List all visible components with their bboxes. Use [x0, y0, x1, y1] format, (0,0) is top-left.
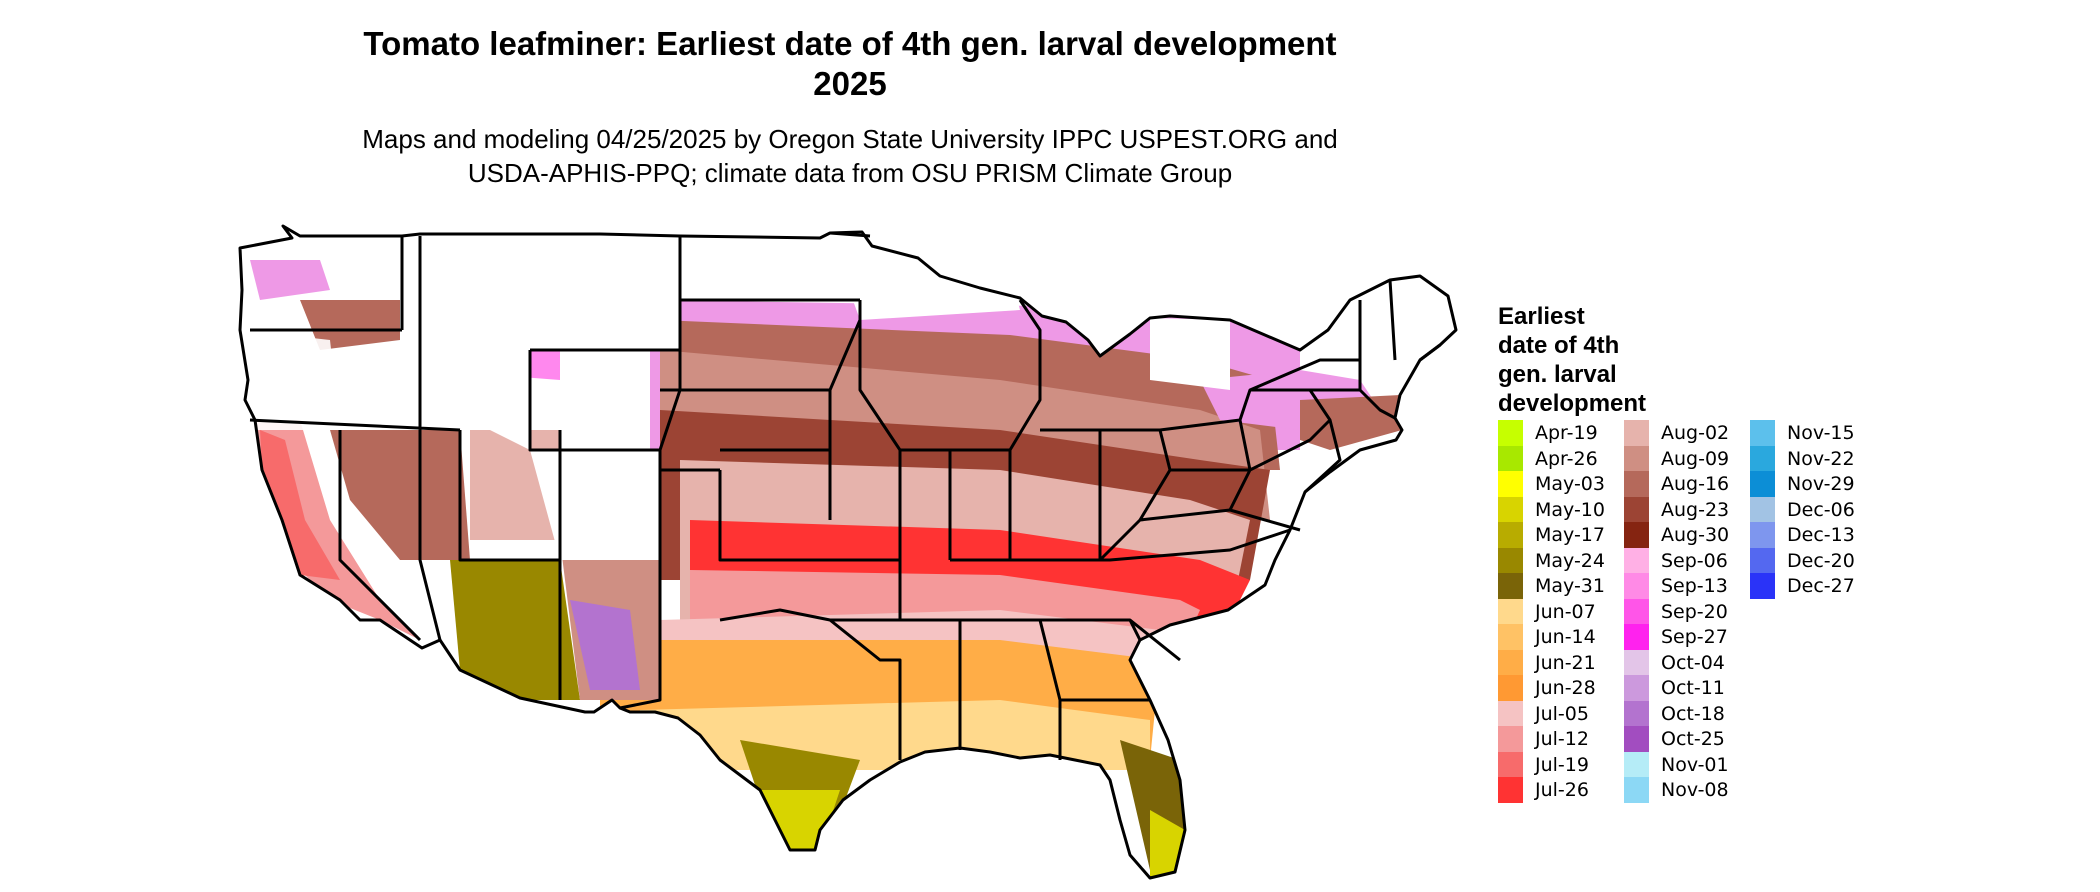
legend-swatch: [1498, 777, 1523, 803]
legend-label: Aug-16: [1661, 473, 1730, 495]
legend-swatch: [1624, 726, 1649, 752]
legend-label: Jul-05: [1535, 702, 1589, 725]
legend-swatch: [1750, 496, 1775, 522]
legend-label: Nov-01: [1661, 753, 1729, 776]
legend-swatch: [1624, 649, 1649, 675]
legend-label: May-24: [1535, 549, 1605, 572]
legend-title-line: development: [1498, 390, 1647, 417]
legend-label: Jun-07: [1535, 600, 1596, 623]
legend-label: Apr-19: [1535, 422, 1598, 444]
legend-title-line: Earliest: [1498, 303, 1585, 330]
legend-swatch: [1498, 675, 1523, 701]
legend-label: Jul-26: [1535, 779, 1589, 801]
legend-swatch: [1750, 420, 1775, 446]
legend-label: Jun-14: [1535, 626, 1596, 648]
legend-swatch: [1498, 547, 1523, 573]
legend-swatch: [1624, 547, 1649, 573]
legend-label: Dec-13: [1787, 524, 1855, 546]
legend-label: Aug-30: [1661, 524, 1730, 546]
legend-label: Nov-29: [1787, 473, 1855, 495]
legend-label: Sep-27: [1661, 626, 1728, 648]
legend-swatch: [1498, 598, 1523, 624]
legend-label: Sep-06: [1661, 549, 1728, 572]
map-subtitle: Maps and modeling 04/25/2025 by Oregon S…: [160, 122, 1540, 190]
legend-label: May-03: [1535, 473, 1605, 495]
legend-label: Oct-18: [1661, 702, 1725, 725]
map-subtitle-line-1: Maps and modeling 04/25/2025 by Oregon S…: [362, 124, 1338, 154]
legend-swatch: [1624, 420, 1649, 446]
legend-swatch: [1624, 598, 1649, 624]
legend-swatch: [1498, 471, 1523, 497]
legend-swatch: [1750, 471, 1775, 497]
map-title-line-2: 2025: [813, 65, 887, 102]
legend-label: May-10: [1535, 498, 1605, 521]
legend-swatch: [1750, 547, 1775, 573]
legend-label: Nov-15: [1787, 422, 1855, 444]
legend-swatch: [1750, 522, 1775, 548]
legend-swatch: [1498, 573, 1523, 599]
legend-swatch: [1498, 420, 1523, 446]
legend-label: Sep-13: [1661, 575, 1728, 597]
legend-swatch: [1498, 726, 1523, 752]
map-title: Tomato leafminer: Earliest date of 4th g…: [160, 24, 1540, 104]
legend-swatch: [1624, 700, 1649, 726]
legend-swatch: [1624, 573, 1649, 599]
legend-label: Oct-25: [1661, 728, 1725, 750]
legend-swatch: [1750, 573, 1775, 599]
legend-label: Dec-27: [1787, 575, 1855, 597]
legend: Earliest date of 4th gen. larval develop…: [1498, 302, 1855, 803]
legend-label: Aug-02: [1661, 422, 1730, 444]
map-subtitle-line-2: USDA-APHIS-PPQ; climate data from OSU PR…: [467, 158, 1233, 188]
legend-title-line: gen. larval: [1498, 361, 1617, 388]
legend-swatch: [1498, 649, 1523, 675]
legend-label: May-17: [1535, 524, 1605, 546]
legend-swatch: [1624, 471, 1649, 497]
legend-swatch: [1624, 751, 1649, 777]
legend-swatch: [1498, 624, 1523, 650]
legend-swatch: [1498, 496, 1523, 522]
map-title-line-1: Tomato leafminer: Earliest date of 4th g…: [363, 25, 1337, 62]
legend-label: Nov-22: [1787, 447, 1855, 470]
legend-label: Jun-28: [1535, 677, 1596, 699]
legend-swatch: [1624, 777, 1649, 803]
legend-swatch: [1750, 445, 1775, 471]
legend-label: Jul-19: [1535, 753, 1589, 776]
legend-title-line: date of 4th: [1498, 332, 1620, 359]
legend-swatch: [1624, 445, 1649, 471]
legend-label: May-31: [1535, 575, 1605, 597]
legend-label: Dec-06: [1787, 498, 1855, 521]
legend-swatch: [1624, 496, 1649, 522]
legend-label: Nov-08: [1661, 779, 1729, 801]
legend-label: Oct-04: [1661, 651, 1725, 674]
legend-swatch: [1498, 522, 1523, 548]
legend-swatch: [1624, 624, 1649, 650]
legend-swatch: [1498, 700, 1523, 726]
legend-label: Aug-23: [1661, 498, 1730, 521]
legend-swatch: [1498, 445, 1523, 471]
legend-swatch: [1624, 675, 1649, 701]
legend-label: Jul-12: [1535, 728, 1589, 750]
legend-label: Sep-20: [1661, 600, 1728, 623]
legend-label: Apr-26: [1535, 447, 1598, 470]
legend-label: Dec-20: [1787, 549, 1855, 572]
legend-swatch: [1624, 522, 1649, 548]
legend-label: Jun-21: [1535, 651, 1596, 674]
legend-label: Aug-09: [1661, 447, 1730, 470]
legend-label: Oct-11: [1661, 677, 1725, 699]
legend-swatch: [1498, 751, 1523, 777]
legend-title: Earliest date of 4th gen. larval develop…: [1498, 302, 1646, 418]
